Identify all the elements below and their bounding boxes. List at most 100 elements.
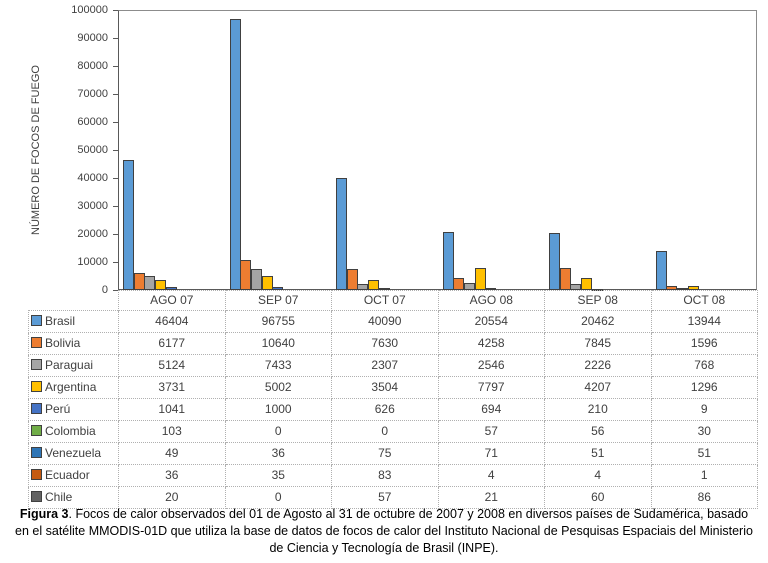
table-row: Argentina 3731 5002 3504 7797 4207 1296	[28, 376, 758, 399]
y-tick-label: 50000	[77, 144, 108, 156]
bar-bolivia	[560, 268, 571, 290]
column-header: AGO 08	[437, 290, 545, 311]
table-header-row: AGO 07 SEP 07 OCT 07 AGO 08 SEP 08 OCT 08	[29, 290, 758, 311]
value-cell: 4258	[437, 332, 545, 355]
y-tick-label: 30000	[77, 200, 108, 212]
bar-per-	[272, 287, 283, 290]
y-tick-mark	[113, 94, 118, 95]
series-name: Venezuela	[45, 446, 102, 460]
value-cell: 21	[437, 486, 545, 509]
series-name: Bolivia	[45, 336, 81, 350]
bar-argentina	[262, 276, 273, 290]
legend-swatch-icon	[31, 469, 42, 480]
bar-per-	[379, 288, 390, 290]
value-cell: 20462	[544, 310, 652, 333]
series-label-cell: Bolivia	[28, 332, 119, 355]
value-cell: 13944	[650, 310, 758, 333]
value-cell: 56	[544, 420, 652, 443]
bar-per-	[485, 288, 496, 290]
table-row: Colombia 103 0 0 57 56 30	[28, 420, 758, 443]
table-row: Brasil 46404 96755 40090 20554 20462 13944	[28, 310, 758, 333]
y-tick-label: 10000	[77, 256, 108, 268]
legend-swatch-icon	[31, 337, 42, 348]
plot-area	[118, 10, 757, 290]
data-table: AGO 07 SEP 07 OCT 07 AGO 08 SEP 08 OCT 08 Bras…	[28, 290, 758, 509]
value-cell: 20554	[437, 310, 545, 333]
value-cell: 60	[544, 486, 652, 509]
value-cell: 57	[331, 486, 439, 509]
value-cell: 1041	[118, 398, 226, 421]
bar-argentina	[155, 280, 166, 290]
value-cell: 7630	[331, 332, 439, 355]
value-cell: 36	[224, 442, 332, 465]
value-cell: 51	[544, 442, 652, 465]
value-cell: 71	[437, 442, 545, 465]
value-cell: 10640	[224, 332, 332, 355]
series-name: Perú	[45, 402, 71, 416]
series-label-cell: Brasil	[28, 310, 119, 333]
series-name: Ecuador	[45, 468, 90, 482]
value-cell: 3504	[331, 376, 439, 399]
value-cell: 1596	[650, 332, 758, 355]
legend-swatch-icon	[31, 315, 42, 326]
bar-brasil	[123, 160, 134, 290]
series-name: Brasil	[45, 314, 76, 328]
bar-brasil	[656, 251, 667, 290]
y-tick-mark	[113, 206, 118, 207]
value-cell: 7433	[224, 354, 332, 377]
series-label-cell: Perú	[28, 398, 119, 421]
value-cell: 1	[650, 464, 758, 487]
series-label-cell: Argentina	[28, 376, 119, 399]
y-tick-label: 70000	[77, 88, 108, 100]
value-cell: 30	[650, 420, 758, 443]
table-row: Venezuela 49 36 75 71 51 51	[28, 442, 758, 465]
y-tick-mark	[113, 66, 118, 67]
legend-swatch-icon	[31, 447, 42, 458]
legend-swatch-icon	[31, 403, 42, 414]
value-cell: 9	[650, 398, 758, 421]
figure-caption: Figura 3. Focos de calor observados del …	[12, 506, 756, 557]
legend-swatch-icon	[31, 425, 42, 436]
legend-swatch-icon	[31, 491, 42, 502]
table-row: Ecuador 36 35 83 4 4 1	[28, 464, 758, 487]
bar-brasil	[549, 233, 560, 290]
value-cell: 694	[437, 398, 545, 421]
table-corner-cell	[29, 291, 119, 311]
value-cell: 36	[118, 464, 226, 487]
y-tick-mark	[113, 10, 118, 11]
value-cell: 96755	[224, 310, 332, 333]
bar-brasil	[443, 232, 454, 290]
value-cell: 4207	[544, 376, 652, 399]
value-cell: 210	[544, 398, 652, 421]
table-row: Paraguai 5124 7433 2307 2546 2226 768	[28, 354, 758, 377]
bar-paraguai	[677, 288, 688, 290]
y-tick-label: 90000	[77, 32, 108, 44]
column-header: SEP 08	[544, 290, 652, 311]
value-cell: 7845	[544, 332, 652, 355]
bar-brasil	[336, 178, 347, 290]
bar-paraguai	[570, 284, 581, 290]
value-cell: 1296	[650, 376, 758, 399]
bar-paraguai	[144, 276, 155, 290]
y-tick-mark	[113, 178, 118, 179]
value-cell: 40090	[331, 310, 439, 333]
y-tick-label: 100000	[71, 4, 108, 16]
value-cell: 103	[118, 420, 226, 443]
bar-brasil	[230, 19, 241, 290]
table-row: Perú 1041 1000 626 694 210 9	[28, 398, 758, 421]
value-cell: 2546	[437, 354, 545, 377]
value-cell: 86	[650, 486, 758, 509]
bar-argentina	[368, 280, 379, 290]
y-tick-label: 60000	[77, 116, 108, 128]
column-header: OCT 07	[331, 290, 439, 311]
series-label-cell: Ecuador	[28, 464, 119, 487]
series-label-cell: Colombia	[28, 420, 119, 443]
bar-argentina	[581, 278, 592, 290]
y-tick-mark	[113, 262, 118, 263]
value-cell: 49	[118, 442, 226, 465]
bar-paraguai	[251, 269, 262, 290]
value-cell: 7797	[437, 376, 545, 399]
value-cell: 83	[331, 464, 439, 487]
value-cell: 0	[224, 420, 332, 443]
